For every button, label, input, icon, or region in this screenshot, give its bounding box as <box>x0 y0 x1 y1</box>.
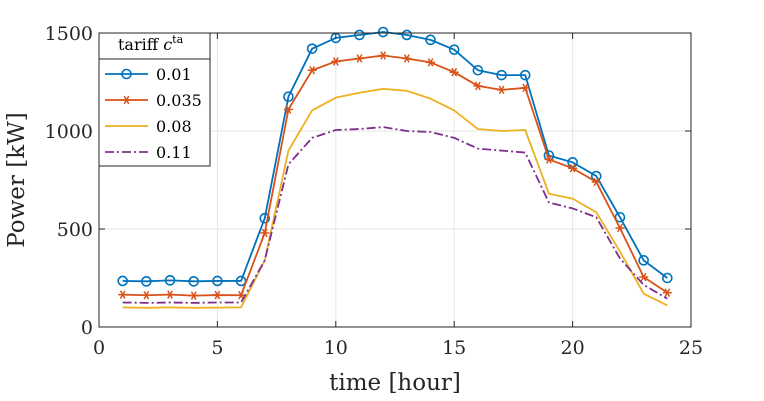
legend-title-symbol: c <box>163 35 172 54</box>
series-0-035-point <box>568 163 578 173</box>
series-0-035-point <box>520 83 530 93</box>
y-tick-label: 0 <box>81 317 93 339</box>
series-0-01-point <box>448 44 460 55</box>
series-0-035-point <box>141 290 151 300</box>
ticks: 0 5 10 15 20 25 0 500 1000 1500 <box>45 23 703 359</box>
series-0-01-point <box>141 276 152 287</box>
x-tick-label: 15 <box>442 337 466 359</box>
x-tick-label: 0 <box>93 337 105 359</box>
series-0-08-line <box>122 87 668 309</box>
plot-box <box>98 32 692 328</box>
x-tick-label: 10 <box>324 337 348 359</box>
legend: tariff cta 0.01 0.035 0.08 0.11 <box>98 32 211 167</box>
series-0-11-line <box>122 126 668 304</box>
series-0-035-point <box>378 51 388 60</box>
series-0-01-point <box>306 43 318 54</box>
series-0-01-point <box>472 64 484 76</box>
series-0-01-point <box>425 34 436 46</box>
series-0-08 <box>122 87 668 309</box>
x-axis-label: time [hour] <box>329 370 461 396</box>
legend-label: 0.01 <box>156 65 192 84</box>
y-axis-label: Power [kW] <box>4 112 30 248</box>
series-0-035-point <box>473 81 483 91</box>
series-0-01-point <box>188 276 200 287</box>
legend-marker <box>121 68 132 80</box>
x-tick-label: 25 <box>679 337 703 359</box>
series-0-11 <box>122 126 668 304</box>
series-0-01-point <box>259 212 271 224</box>
series-0-035-point <box>118 290 128 299</box>
series-0-035-point <box>544 155 554 164</box>
legend-entry-0-08: 0.08 <box>105 117 192 136</box>
legend-title-prefix: tariff <box>118 35 163 54</box>
series-0-01-point <box>519 69 531 81</box>
series-0-01-point <box>662 272 673 284</box>
series-0-035-point <box>307 65 317 75</box>
series-0-035-point <box>662 288 672 297</box>
legend-entries: 0.01 0.035 0.08 0.11 <box>105 65 202 162</box>
series-0-035-point <box>212 290 222 300</box>
series-0-01-point <box>117 275 128 287</box>
y-tick-label: 1500 <box>45 23 93 45</box>
legend-label: 0.08 <box>156 117 192 136</box>
y-tick-label: 500 <box>57 219 93 241</box>
series-0-01-point <box>638 255 649 266</box>
series-0-01-point <box>354 29 365 41</box>
series-0-035-point <box>449 67 459 77</box>
legend-title: tariff cta <box>118 33 184 54</box>
series-0-035 <box>118 51 672 300</box>
legend-label: 0.035 <box>156 91 202 110</box>
series-0-035-point <box>236 290 246 300</box>
y-tick-label: 1000 <box>45 121 93 143</box>
x-tick-label: 5 <box>211 337 223 359</box>
legend-entry-0-035: 0.035 <box>105 91 202 110</box>
series-0-01-point <box>212 275 223 287</box>
series-0-035-point <box>283 105 293 114</box>
legend-entry-0-01: 0.01 <box>105 65 192 84</box>
series-0-01-point <box>164 275 176 286</box>
series-0-035-point <box>165 290 175 299</box>
series-0-01-point <box>496 69 507 81</box>
series-0-035-point <box>260 228 270 238</box>
series-0-035-point <box>639 272 649 282</box>
series-0-01-point <box>377 26 389 38</box>
series-0-01-point <box>401 29 413 41</box>
legend-label: 0.11 <box>156 143 192 162</box>
series-0-035-point <box>402 54 412 63</box>
legend-marker <box>122 95 131 105</box>
series-0-035-point <box>615 223 625 233</box>
x-tick-label: 20 <box>561 337 585 359</box>
series-0-01-point <box>283 91 294 102</box>
series-0-01-point <box>614 211 626 223</box>
series-0-035-point <box>591 177 601 187</box>
series-0-035-point <box>497 85 507 95</box>
legend-entry-0-11: 0.11 <box>105 143 192 162</box>
series-0-035-point <box>426 58 436 67</box>
series-0-035-point <box>189 291 199 300</box>
series-0-035-point <box>331 57 341 66</box>
legend-title-sup: ta <box>172 33 183 46</box>
series-0-035-point <box>354 54 364 63</box>
